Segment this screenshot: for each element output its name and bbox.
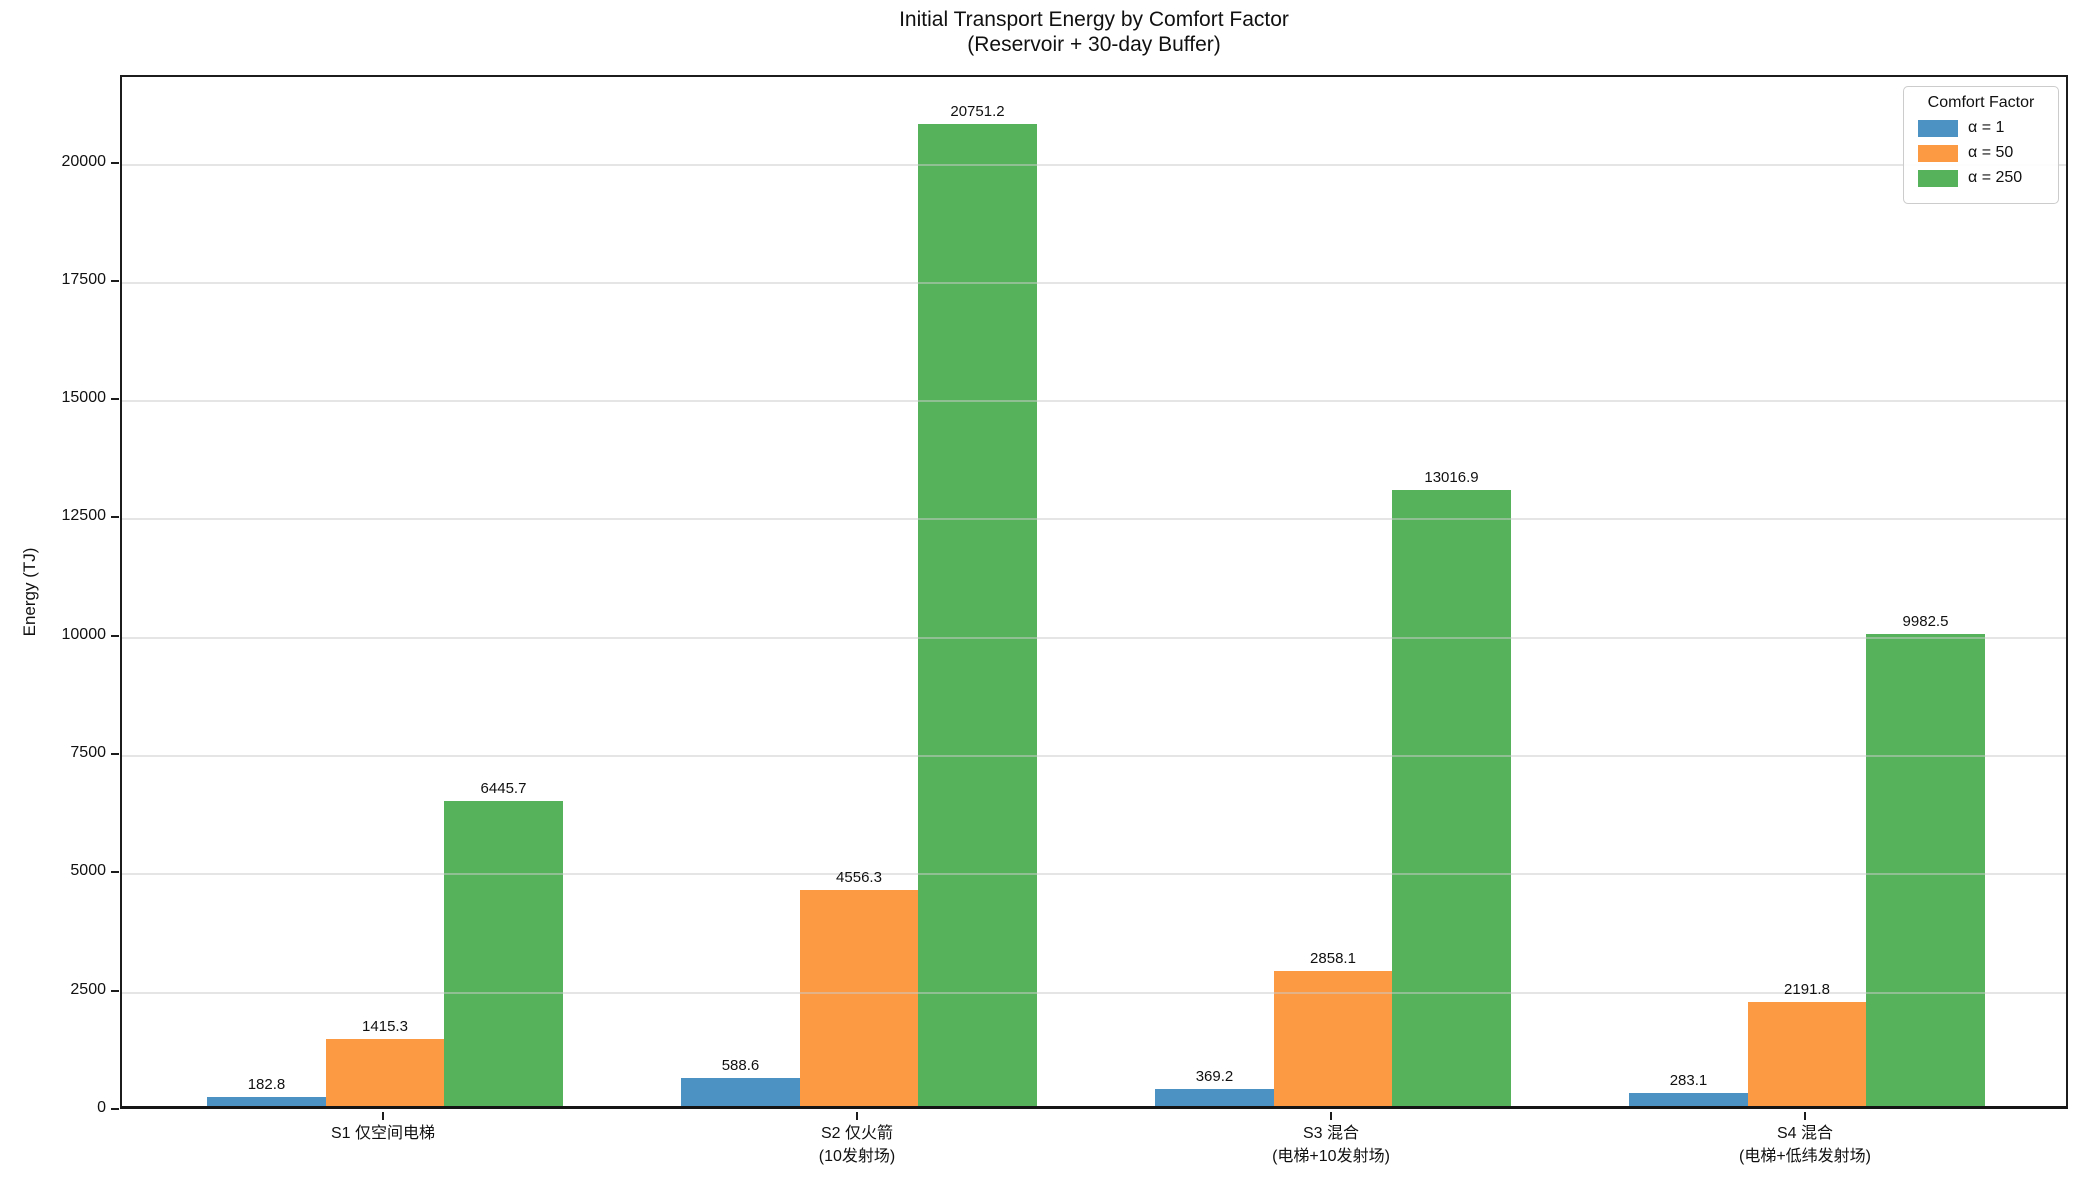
bar (1155, 1088, 1274, 1106)
legend-swatch-alpha-50-icon (1918, 144, 1958, 162)
legend-item-alpha-250: α = 250 (1918, 169, 2048, 187)
x-category-label: S3 混合 (电梯+10发射场) (1121, 1122, 1541, 1168)
y-tick-mark (111, 1108, 119, 1110)
bar (325, 1039, 445, 1106)
chart-title-line1: Initial Transport Energy by Comfort Fact… (899, 8, 1289, 31)
legend-label-alpha-1: α = 1 (1968, 119, 2005, 136)
gridline (122, 281, 2066, 284)
y-tick-mark (111, 279, 119, 282)
x-tick-mark (1804, 1112, 1806, 1120)
y-tick-label: 5000 (70, 862, 106, 880)
chart-title: Initial Transport Energy by Comfort Fact… (120, 7, 2068, 57)
bar-value-label: 13016.9 (1424, 469, 1479, 486)
y-tick-label: 15000 (61, 389, 107, 407)
plot-area: 182.8 1415.3 6445.7 588.6 4556.3 20751.2 369.2… (120, 75, 2068, 1109)
bar-value-label: 283.1 (1669, 1071, 1708, 1089)
bar (1273, 970, 1393, 1106)
y-tick-label: 10000 (61, 625, 107, 643)
y-axis-label: Energy (TJ) (20, 547, 39, 637)
gridline (122, 636, 2066, 639)
y-tick-label: 12500 (61, 507, 107, 525)
bar-value-label: 182.8 (247, 1076, 286, 1094)
bar-value-label: 9982.5 (1902, 612, 1949, 630)
y-tick-label: 20000 (61, 152, 107, 170)
bar-value-label: 588.6 (721, 1057, 760, 1075)
x-category-label-line2: (电梯+低纬发射场) (1738, 1148, 1871, 1165)
bar (207, 1097, 326, 1106)
bar (681, 1078, 800, 1106)
bar-value-label: 20751.2 (950, 102, 1005, 120)
legend-label-alpha-50: α = 50 (1968, 144, 2014, 161)
legend-swatch-alpha-250-icon (1918, 169, 1958, 187)
legend-label-alpha-250: α = 250 (1968, 169, 2023, 186)
legend-item-alpha-1: α = 1 (1918, 119, 2048, 137)
legend-title: Comfort Factor (1927, 94, 2035, 111)
y-tick-mark (111, 989, 119, 992)
y-tick-mark (111, 634, 119, 637)
x-tick-mark (382, 1112, 384, 1120)
y-tick-mark (111, 753, 119, 756)
gridline (122, 755, 2066, 758)
gridline (122, 518, 2066, 521)
x-category-label-line1: S2 仅火箭 (820, 1125, 894, 1142)
legend: Comfort Factor α = 1 α = 50 α = 250 (1903, 86, 2059, 204)
x-category-label-line2: (10发射场) (818, 1148, 896, 1165)
x-category-label-line1: S3 混合 (1302, 1125, 1360, 1142)
bar (799, 890, 919, 1106)
legend-item-alpha-50: α = 50 (1918, 144, 2048, 162)
y-tick-mark (111, 516, 119, 519)
bar-value-label: 2858.1 (1310, 949, 1356, 967)
bar (1866, 633, 1985, 1106)
x-category-label: S4 混合 (电梯+低纬发射场) (1595, 1122, 2015, 1168)
bar (918, 124, 1037, 1106)
bar (1629, 1092, 1748, 1106)
y-tick-mark (111, 398, 119, 401)
x-category-label: S1 仅空间电梯 (173, 1122, 593, 1145)
bar-value-label: 2191.8 (1784, 981, 1830, 999)
y-tick-label: 7500 (70, 744, 106, 762)
bar (1392, 490, 1511, 1106)
gridline (122, 873, 2066, 876)
bar-value-label: 1415.3 (362, 1018, 408, 1036)
x-tick-mark (1330, 1112, 1332, 1120)
bar (444, 800, 563, 1106)
bar-value-label: 6445.7 (480, 779, 527, 797)
gridline (122, 163, 2066, 166)
chart-title-line2: (Reservoir + 30-day Buffer) (967, 33, 1221, 56)
bar (1747, 1002, 1867, 1106)
y-tick-mark (111, 161, 119, 164)
legend-swatch-alpha-1-icon (1918, 119, 1958, 137)
bar-value-label: 369.2 (1195, 1067, 1234, 1085)
y-tick-label: 17500 (61, 270, 107, 288)
x-tick-mark (856, 1112, 858, 1120)
x-category-label-line1: S1 仅空间电梯 (330, 1125, 436, 1142)
gridline (122, 400, 2066, 403)
bar-value-label: 4556.3 (836, 869, 882, 887)
x-category-label: S2 仅火箭 (10发射场) (647, 1122, 1067, 1168)
y-tick-mark (111, 871, 119, 874)
y-tick-label: 0 (97, 1099, 106, 1116)
x-category-label-line1: S4 混合 (1776, 1125, 1834, 1142)
y-tick-label: 2500 (70, 980, 106, 998)
x-category-label-line2: (电梯+10发射场) (1272, 1148, 1390, 1165)
